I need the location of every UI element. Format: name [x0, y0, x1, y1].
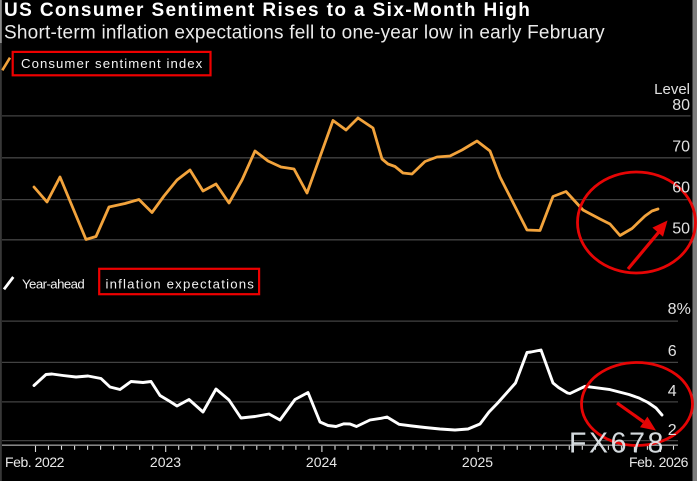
svg-text:Level: Level — [654, 81, 690, 98]
svg-text:70: 70 — [672, 138, 690, 155]
svg-text:2024: 2024 — [306, 454, 337, 470]
svg-text:Feb. 2022: Feb. 2022 — [5, 454, 65, 470]
svg-text:2: 2 — [668, 422, 677, 439]
svg-text:Consumer sentiment index: Consumer sentiment index — [21, 56, 203, 71]
svg-text:Year-ahead: Year-ahead — [22, 276, 84, 291]
svg-text:8%: 8% — [668, 301, 691, 318]
svg-text:80: 80 — [672, 97, 690, 114]
svg-text:50: 50 — [672, 220, 690, 237]
svg-text:2023: 2023 — [150, 454, 181, 470]
svg-text:Short-term inflation expectati: Short-term inflation expectations fell t… — [4, 23, 605, 44]
svg-text:60: 60 — [672, 180, 690, 197]
svg-text:2025: 2025 — [462, 454, 493, 470]
svg-text:US Consumer Sentiment Rises to: US Consumer Sentiment Rises to a Six-Mon… — [4, 0, 531, 21]
svg-text:Feb. 2026: Feb. 2026 — [629, 454, 689, 470]
svg-text:4: 4 — [668, 383, 677, 400]
svg-text:6: 6 — [668, 343, 677, 360]
svg-text:inflation expectations: inflation expectations — [106, 276, 256, 291]
svg-text:FX678: FX678 — [569, 428, 666, 460]
